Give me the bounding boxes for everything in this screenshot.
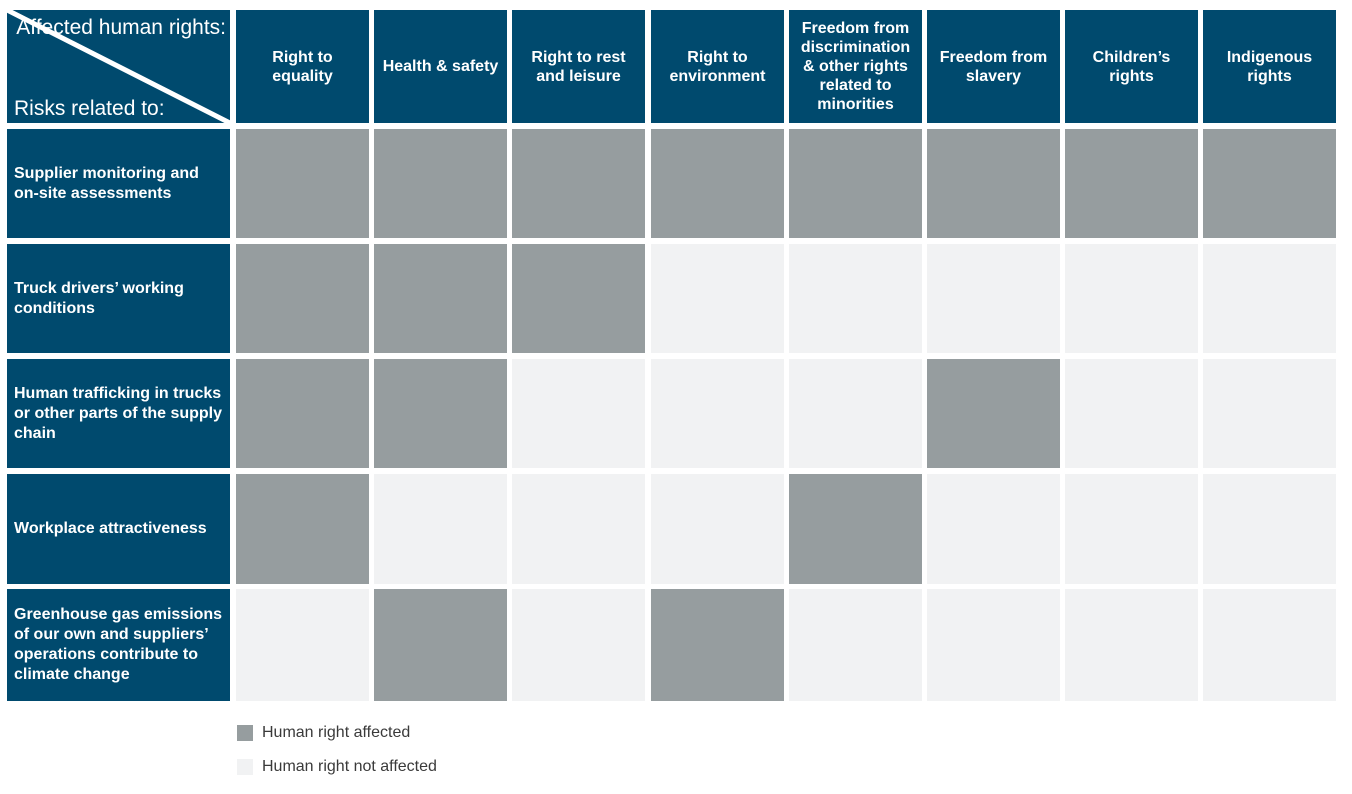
cell-not-affected — [789, 244, 922, 353]
cell-not-affected — [789, 359, 922, 468]
cell-not-affected — [927, 474, 1060, 584]
column-header: Children’s rights — [1065, 10, 1198, 123]
cell-not-affected — [1065, 589, 1198, 701]
legend-not-affected: Human right not affected — [237, 758, 437, 776]
cell-not-affected — [1203, 589, 1336, 701]
cell-not-affected — [512, 474, 645, 584]
cell-affected — [1203, 129, 1336, 238]
row-header: Workplace attractiveness — [7, 474, 230, 584]
cell-not-affected — [512, 359, 645, 468]
cell-affected — [789, 129, 922, 238]
cell-affected — [374, 589, 507, 701]
legend-not-affected-label: Human right not affected — [262, 758, 437, 775]
cell-affected — [651, 589, 784, 701]
cell-not-affected — [1065, 244, 1198, 353]
legend-affected-swatch — [237, 725, 253, 741]
column-header: Right to environment — [651, 10, 784, 123]
cell-affected — [1065, 129, 1198, 238]
cell-not-affected — [789, 589, 922, 701]
cell-affected — [236, 359, 369, 468]
cell-not-affected — [927, 589, 1060, 701]
cell-affected — [927, 129, 1060, 238]
column-header: Indigenous rights — [1203, 10, 1336, 123]
cell-affected — [512, 129, 645, 238]
cell-affected — [789, 474, 922, 584]
row-header: Supplier monitoring and on-site assessme… — [7, 129, 230, 238]
cell-not-affected — [512, 589, 645, 701]
cell-affected — [236, 474, 369, 584]
cell-affected — [374, 129, 507, 238]
cell-not-affected — [651, 359, 784, 468]
column-header: Freedom from slavery — [927, 10, 1060, 123]
cell-not-affected — [651, 474, 784, 584]
cell-not-affected — [1203, 474, 1336, 584]
cell-not-affected — [651, 244, 784, 353]
column-header: Right to equality — [236, 10, 369, 123]
cell-not-affected — [1203, 359, 1336, 468]
corner-diagonal-line — [7, 10, 230, 123]
cell-affected — [512, 244, 645, 353]
cell-not-affected — [1065, 474, 1198, 584]
cell-not-affected — [927, 244, 1060, 353]
human-rights-risk-matrix: Affected human rights: Risks related to:… — [7, 10, 1336, 701]
cell-not-affected — [1203, 244, 1336, 353]
corner-top-label: Affected human rights: — [16, 16, 226, 39]
column-header: Health & safety — [374, 10, 507, 123]
legend-not-affected-swatch — [237, 759, 253, 775]
row-header: Human trafficking in trucks or other par… — [7, 359, 230, 468]
cell-affected — [927, 359, 1060, 468]
cell-affected — [236, 244, 369, 353]
legend-affected: Human right affected — [237, 724, 410, 742]
column-header: Right to rest and leisure — [512, 10, 645, 123]
cell-affected — [651, 129, 784, 238]
cell-not-affected — [236, 589, 369, 701]
cell-not-affected — [1065, 359, 1198, 468]
row-header: Greenhouse gas emissions of our own and … — [7, 589, 230, 701]
column-header: Freedom from discrimination & other righ… — [789, 10, 922, 123]
corner-bottom-label: Risks related to: — [14, 97, 165, 120]
cell-affected — [374, 244, 507, 353]
cell-affected — [236, 129, 369, 238]
row-header: Truck drivers’ working conditions — [7, 244, 230, 353]
cell-affected — [374, 359, 507, 468]
corner-header: Affected human rights: Risks related to: — [7, 10, 230, 123]
cell-not-affected — [374, 474, 507, 584]
legend-affected-label: Human right affected — [262, 724, 411, 741]
